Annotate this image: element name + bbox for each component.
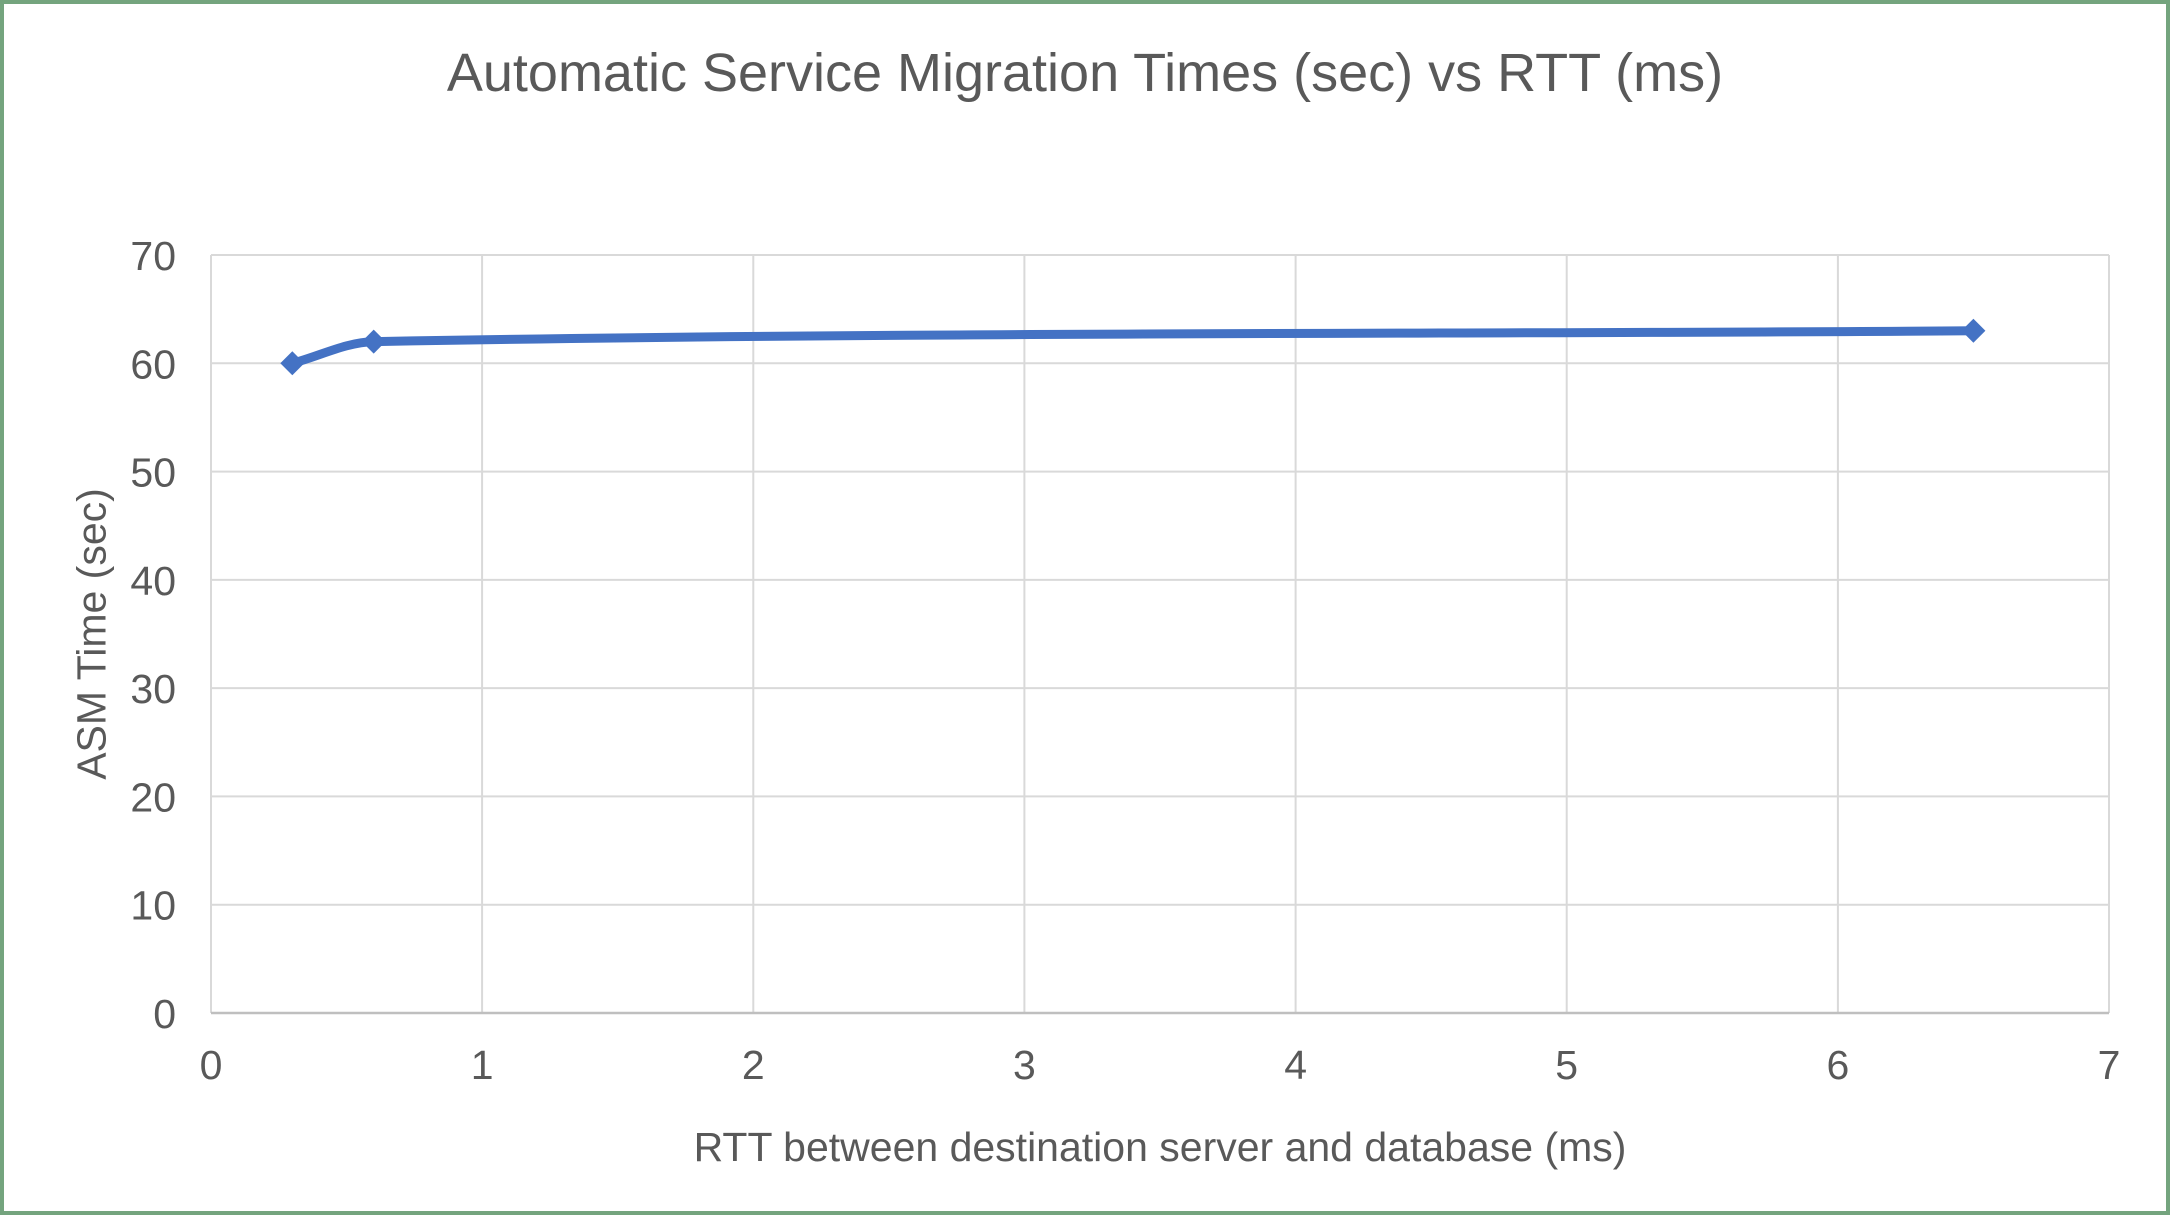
y-tick-label: 40	[130, 558, 176, 604]
data-point-marker	[361, 329, 386, 354]
y-tick-label: 0	[153, 991, 176, 1037]
data-point-marker	[280, 351, 305, 376]
y-tick-label: 60	[130, 341, 176, 387]
x-tick-label: 2	[742, 1042, 765, 1088]
gridlines	[210, 254, 2110, 1013]
y-tick-label: 70	[130, 233, 176, 279]
y-tick-label: 30	[130, 666, 176, 712]
y-tick-labels: 0 10 20 30 40 50 60 70	[130, 233, 176, 1037]
y-axis-title: ASM Time (sec)	[68, 488, 115, 780]
series-markers	[280, 318, 1986, 376]
x-tick-label: 3	[1013, 1042, 1036, 1088]
x-tick-labels: 0 1 2 3 4 5 6 7	[200, 1042, 2121, 1088]
series-line	[287, 326, 1978, 368]
x-tick-label: 5	[1555, 1042, 1578, 1088]
x-tick-label: 7	[2098, 1042, 2121, 1088]
y-tick-label: 10	[130, 883, 176, 929]
x-tick-label: 6	[1826, 1042, 1849, 1088]
x-tick-label: 0	[200, 1042, 223, 1088]
y-tick-label: 20	[130, 774, 176, 820]
chart-title: Automatic Service Migration Times (sec) …	[446, 43, 1724, 103]
x-tick-label: 4	[1284, 1042, 1307, 1088]
x-tick-label: 1	[471, 1042, 494, 1088]
y-tick-label: 50	[130, 450, 176, 496]
data-point-marker	[1961, 318, 1986, 343]
x-axis-title: RTT between destination server and datab…	[693, 1124, 1627, 1170]
